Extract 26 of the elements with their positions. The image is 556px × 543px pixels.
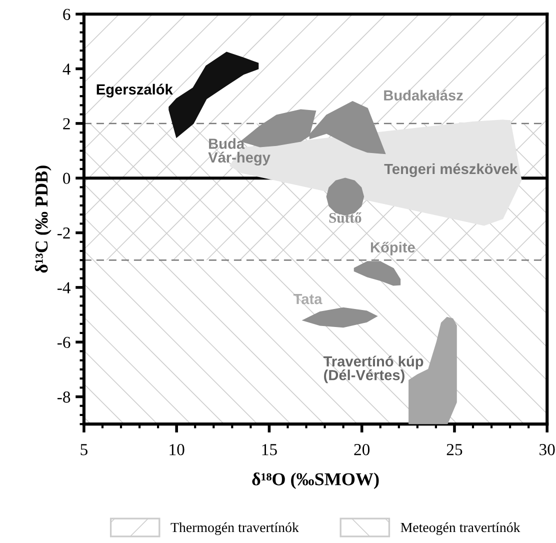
y-tick-label: -6	[58, 336, 70, 348]
series-label: Egerszalók	[96, 84, 173, 98]
x-tick-label: 25	[446, 444, 462, 456]
x-tick-label: 30	[540, 444, 555, 456]
y-axis-title: δ¹³C (‰ PDB)	[34, 166, 52, 273]
legend-label: Meteogén travertínók	[400, 522, 520, 536]
series-label: Travertínó kúp (Dél-Vértes)	[323, 356, 424, 384]
x-tick-label: 20	[354, 444, 370, 456]
series-label: Süttő	[329, 212, 362, 223]
y-tick-label: 6	[63, 8, 70, 20]
y-tick-label: -4	[58, 282, 70, 294]
legend-label: Thermogén travertínók	[170, 522, 299, 536]
x-tick-label: 15	[262, 444, 277, 456]
series-label: Tengeri mészkövek	[384, 163, 518, 178]
y-tick-label: 4	[62, 64, 70, 75]
series-label: Budakalász	[384, 90, 463, 101]
series-label: Tata	[293, 294, 322, 304]
series-label: Kőpite	[370, 242, 415, 256]
y-tick-label: 2	[63, 118, 70, 130]
y-tick-label: -8	[58, 391, 70, 403]
x-tick-label: 5	[80, 444, 88, 456]
series-label: Buda Vár-hegy	[208, 138, 270, 166]
x-axis-title: δ¹⁸O (‰SMOW)	[252, 472, 379, 489]
y-tick-label: 0	[63, 172, 70, 184]
x-tick-label: 10	[170, 444, 184, 456]
y-tick-label: -2	[58, 228, 70, 239]
